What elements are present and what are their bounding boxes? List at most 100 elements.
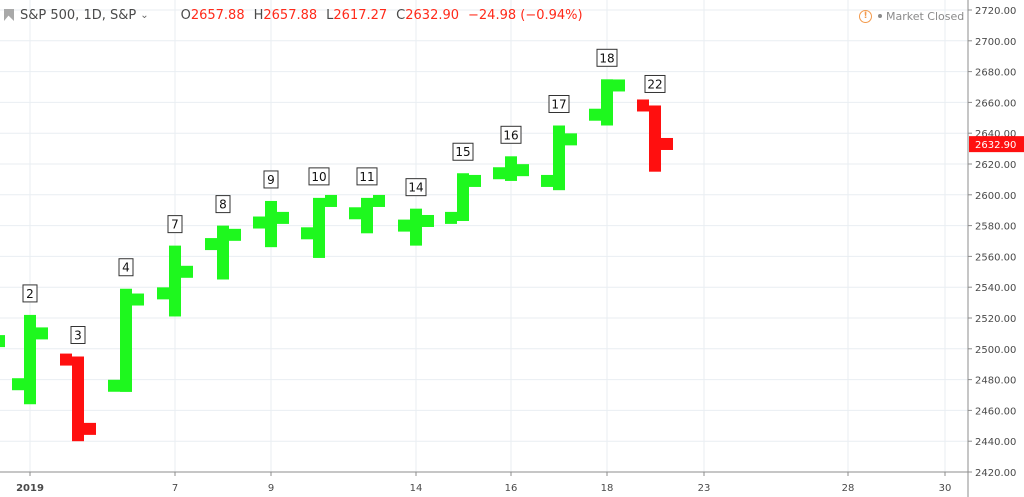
time-tick-label: 23 <box>698 483 711 494</box>
bar-day-label-box <box>405 178 427 197</box>
price-tick-label: 2460.00 <box>975 406 1016 417</box>
bar-day-label: 4 <box>118 258 134 277</box>
high-value: 2657.88 <box>263 7 318 23</box>
bar-day-label-text: 11 <box>359 170 374 184</box>
bar-day-label: 15 <box>452 142 474 161</box>
bar-day-label: 11 <box>356 167 378 186</box>
time-tick-label: 14 <box>410 483 423 494</box>
open-value: 2657.88 <box>190 7 245 23</box>
bar-day-label-box <box>548 95 570 113</box>
bar-stem <box>120 288 132 392</box>
chevron-down-icon[interactable]: ⌄ <box>140 9 149 21</box>
bar-day-label-text: 16 <box>503 128 518 142</box>
time-tick-label: 30 <box>939 483 952 494</box>
market-status[interactable]: ! Market Closed <box>859 8 964 24</box>
last-price-tag-label: 2632.90 <box>975 140 1016 151</box>
price-tick-label: 2580.00 <box>975 222 1016 233</box>
bar-open-tick <box>541 174 553 187</box>
open-label: O <box>180 7 191 23</box>
bar-day-label-box <box>644 74 666 93</box>
price-tick-label: 2520.00 <box>975 314 1016 325</box>
time-tick-label: 16 <box>505 483 518 494</box>
bar-day-label: 18 <box>596 48 618 67</box>
price-tick-label: 2540.00 <box>975 283 1016 294</box>
bar-day-label-text: 7 <box>171 218 179 232</box>
bar-close-tick <box>325 194 337 207</box>
bar-stem <box>169 245 181 317</box>
bar-day-label-box <box>70 326 86 344</box>
bar-stem <box>457 173 469 221</box>
bar-open-tick <box>637 99 649 112</box>
ohlc-values: O2657.88 H2657.88 L2617.27 C2632.90 −24.… <box>181 8 583 23</box>
bar-open-tick <box>398 219 410 232</box>
bar-close-tick <box>229 228 241 241</box>
bar-stem <box>553 125 565 191</box>
bar-close-tick <box>132 293 144 306</box>
bar-open-tick <box>12 378 24 391</box>
price-axis-bg <box>969 0 1024 497</box>
bar-open-tick <box>253 216 265 229</box>
bar-day-labels: 2 3 4 7 8 9 10 11 14 15 16 17 18 22 <box>22 48 666 344</box>
bar-close-tick <box>469 174 481 187</box>
bar-day-label-box <box>118 258 134 277</box>
ohlc-bar <box>108 288 144 392</box>
bar-day-label-box <box>452 142 474 161</box>
bar-close-tick <box>277 211 289 224</box>
partial-bar <box>0 335 5 348</box>
bar-close-tick <box>422 214 434 227</box>
symbol-logo-icon <box>4 9 14 21</box>
ohlc-bar <box>493 156 529 181</box>
bar-stem <box>361 197 373 234</box>
price-tick-label: 2720.00 <box>975 6 1016 17</box>
ohlc-bar <box>398 208 434 246</box>
low-label: L <box>326 7 334 23</box>
bar-day-label-box <box>356 167 378 186</box>
bar-open-tick <box>205 238 217 251</box>
ohlc-bar <box>60 353 96 442</box>
ohlc-bar <box>637 99 673 172</box>
price-tick-label: 2680.00 <box>975 68 1016 79</box>
bar-day-label-text: 22 <box>647 77 662 91</box>
ohlc-bars <box>0 79 673 442</box>
bar-day-label-text: 2 <box>26 287 34 301</box>
time-axis[interactable]: 2019 7 9 14 16 18 23 28 30 <box>16 472 951 494</box>
status-dot-icon <box>878 14 882 18</box>
time-tick-label: 2019 <box>16 483 44 494</box>
bar-day-label: 14 <box>405 178 427 197</box>
bar-day-label: 16 <box>500 125 522 144</box>
bar-stem <box>505 156 517 181</box>
bar-day-label-text: 8 <box>219 198 227 212</box>
warning-icon: ! <box>859 9 872 23</box>
legend-header[interactable]: S&P 500, 1D, S&P ⌄ O2657.88 H2657.88 L26… <box>4 5 583 25</box>
ohlc-bar <box>301 194 337 258</box>
price-tick-label: 2480.00 <box>975 376 1016 387</box>
bar-day-label-box <box>215 195 231 214</box>
bar-day-label-text: 17 <box>551 98 566 112</box>
bar-day-label-box <box>596 48 618 67</box>
grid-lines <box>0 0 969 497</box>
bar-close-tick <box>373 194 385 207</box>
price-tick-label: 2620.00 <box>975 160 1016 171</box>
bar-close-tick <box>181 265 193 278</box>
symbol-title[interactable]: S&P 500, 1D, S&P <box>20 7 137 23</box>
bar-stem <box>265 200 277 248</box>
bar-day-label-box <box>308 167 330 186</box>
bar-close-tick <box>84 422 96 435</box>
bar-open-tick <box>157 287 169 300</box>
bar-open-tick <box>589 108 601 121</box>
price-tick-label: 2440.00 <box>975 437 1016 448</box>
bar-stem <box>601 79 613 126</box>
ohlc-bar <box>349 194 385 234</box>
price-axis[interactable]: 2420.00 2440.00 2460.00 2480.00 2500.00 2520.… <box>968 0 1024 497</box>
price-tick-label: 2640.00 <box>975 129 1016 140</box>
market-status-label: Market Closed <box>886 9 965 23</box>
bar-open-tick <box>349 207 361 220</box>
bar-day-label-text: 14 <box>408 181 423 195</box>
last-price-tag <box>969 136 1024 153</box>
bar-day-label-text: 18 <box>599 51 614 65</box>
bar-day-label: 3 <box>70 326 86 344</box>
ohlc-bar <box>157 245 193 317</box>
bar-day-label-text: 4 <box>122 261 130 275</box>
bar-open-tick <box>108 379 120 392</box>
